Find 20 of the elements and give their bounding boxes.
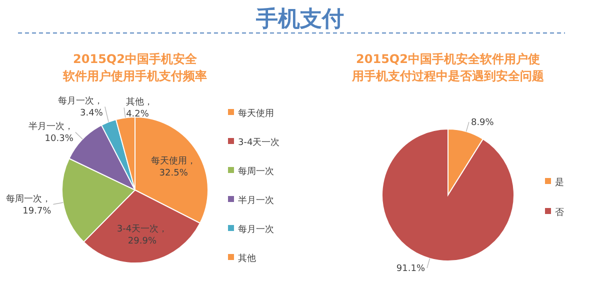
data-label: 半月一次， 10.3% — [28, 121, 74, 144]
legend-label: 每月一次 — [238, 224, 274, 235]
chart-title: 2015Q2中国手机安全软件用户使用手机支付过程中是否遇到安全问题 — [351, 52, 544, 83]
pie-slice — [382, 128, 514, 262]
data-label: 3-4天一次， 29.9% — [116, 224, 168, 247]
data-label: 每月一次， 3.4% — [58, 96, 104, 119]
legend-label: 每天使用 — [238, 108, 274, 119]
data-label: 每天使用， 32.5% — [151, 155, 196, 178]
legend-label: 是 — [555, 177, 564, 188]
legend-label: 每周一次 — [238, 166, 274, 177]
data-label: 每周一次， 19.7% — [6, 193, 52, 216]
legend-label: 半月一次 — [238, 195, 274, 206]
data-label: 8.9% — [470, 118, 494, 128]
text: 手机支付 — [255, 7, 344, 32]
legend-label: 3-4天一次 — [238, 137, 280, 148]
chart-title: 2015Q2中国手机安全软件用户使用手机支付频率 — [62, 52, 207, 83]
legend-label: 其他 — [238, 253, 256, 264]
data-label: 其他， 4.2% — [126, 96, 154, 120]
legend-label: 否 — [555, 208, 564, 218]
data-label: 91.1% — [396, 264, 426, 274]
